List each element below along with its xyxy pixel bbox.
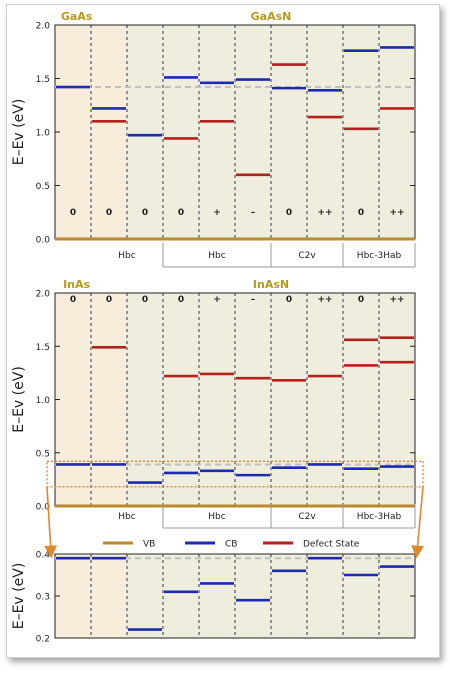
- y-tick-label: 1.5: [36, 75, 50, 85]
- host-column-background: [91, 25, 127, 239]
- charge-state-label: 0: [286, 295, 292, 305]
- alloy-material-title: GaAsN: [251, 10, 292, 23]
- y-tick-label: 1.0: [36, 129, 51, 139]
- chart-panel-gaas: 0.0 0.5 1.0 1.5 2.0 E–Ev (eV) 0 0 0 0 + – 0 ++ 0 ++ GaAs…: [11, 10, 416, 268]
- y-tick-label: 0.0: [36, 236, 51, 246]
- y-axis-label: E–Ev (eV): [11, 99, 27, 166]
- charge-state-label: 0: [286, 208, 292, 218]
- configuration-group-label: Hbc: [118, 512, 135, 522]
- host-material-title: GaAs: [61, 10, 93, 23]
- host-column-background: [55, 293, 91, 506]
- y-tick-label: 0.3: [36, 593, 50, 603]
- y-axis-label: E–Ev (eV): [11, 366, 27, 433]
- y-tick-label: 1.0: [36, 396, 51, 406]
- legend-defect-label: Defect State: [303, 540, 360, 550]
- band-alignment-figure: 0.0 0.5 1.0 1.5 2.0 E–Ev (eV) 0 0 0 0 + – 0 ++ 0 ++ GaAs…: [11, 10, 424, 645]
- host-column-background: [91, 554, 127, 638]
- configuration-group-label: C2v: [298, 251, 316, 261]
- alloy-columns-background: [127, 293, 415, 506]
- charge-state-label: +: [213, 208, 221, 218]
- legend-cb-label: CB: [225, 540, 237, 550]
- chart-panel-inas: 0.0 0.5 1.0 1.5 2.0 E–Ev (eV) 0 0 0 0 + – 0 ++ 0 ++ InAs…: [11, 278, 416, 529]
- charge-state-label: 0: [106, 208, 112, 218]
- y-tick-label: 2.0: [36, 22, 51, 32]
- configuration-group-label: Hbc: [208, 512, 225, 522]
- charge-state-label: 0: [106, 295, 112, 305]
- chart-panel-inas-zoom: 0.2 0.3 0.4 E–Ev (eV): [11, 551, 416, 645]
- zoom-connector-arrow: [44, 486, 57, 559]
- configuration-group-label: Hbc-3Hab: [357, 251, 402, 261]
- y-tick-label: 0.4: [36, 551, 51, 561]
- legend-vb-label: VB: [143, 540, 155, 550]
- charge-state-label: –: [251, 295, 256, 305]
- charge-state-label: 0: [358, 208, 364, 218]
- charge-state-label: ++: [389, 208, 404, 218]
- zoom-highlight-box: [46, 460, 424, 488]
- y-axis-label: E–Ev (eV): [11, 563, 27, 630]
- figure-card: 0.0 0.5 1.0 1.5 2.0 E–Ev (eV) 0 0 0 0 + – 0 ++ 0 ++ GaAs…: [6, 4, 440, 658]
- y-tick-label: 1.5: [36, 343, 50, 353]
- charge-state-label: +: [213, 295, 221, 305]
- charge-state-label: 0: [70, 295, 76, 305]
- zoom-connector-arrow: [411, 486, 424, 559]
- y-tick-label: 0.0: [36, 503, 51, 513]
- y-tick-label: 0.2: [36, 635, 50, 645]
- charge-state-label: ++: [317, 208, 332, 218]
- charge-state-label: –: [251, 208, 256, 218]
- configuration-group-label: C2v: [298, 512, 316, 522]
- host-material-title: InAs: [63, 278, 90, 291]
- host-column-background: [55, 554, 91, 638]
- alloy-material-title: InAsN: [253, 278, 289, 291]
- host-column-background: [55, 25, 91, 239]
- charge-state-label: 0: [142, 295, 148, 305]
- alloy-columns-background: [127, 25, 415, 239]
- y-tick-label: 0.5: [36, 182, 50, 192]
- legend: VB CB Defect State: [103, 540, 360, 550]
- configuration-group-label: Hbc-3Hab: [357, 512, 402, 522]
- charge-state-label: 0: [70, 208, 76, 218]
- y-tick-label: 2.0: [36, 290, 51, 300]
- configuration-group-label: Hbc: [208, 251, 225, 261]
- host-column-background: [91, 293, 127, 506]
- charge-state-label: 0: [178, 295, 184, 305]
- charge-state-label: 0: [142, 208, 148, 218]
- charge-state-label: 0: [178, 208, 184, 218]
- charge-state-label: 0: [358, 295, 364, 305]
- configuration-group-label: Hbc: [118, 251, 135, 261]
- charge-state-label: ++: [317, 295, 332, 305]
- charge-state-label: ++: [389, 295, 404, 305]
- y-tick-label: 0.5: [36, 449, 50, 459]
